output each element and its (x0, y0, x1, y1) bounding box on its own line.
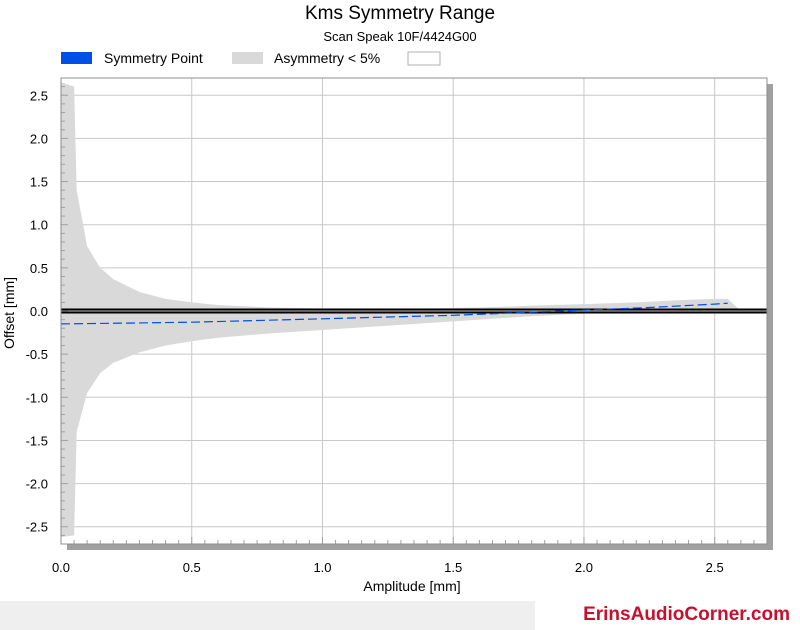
y-tick-label: 2.5 (30, 88, 48, 103)
zero-reference (61, 308, 767, 314)
symmetry-point-line (60, 302, 728, 325)
x-tick-label: 0.0 (52, 560, 70, 575)
x-tick-label: 1.5 (444, 560, 462, 575)
x-tick-label: 2.0 (575, 560, 593, 575)
legend: Symmetry Point Asymmetry < 5% (61, 50, 441, 66)
x-axis-label: Amplitude [mm] (363, 578, 460, 594)
legend-swatch-asymmetry (232, 52, 263, 64)
y-tick-label: -2.5 (26, 520, 48, 535)
y-tick-label: -1.0 (26, 390, 48, 405)
y-axis-ticks: 2.5 2.0 1.5 1.0 0.5 0.0 -0.5 -1.0 -1.5 -2.0 -2.5 (26, 88, 48, 534)
x-tick-label: 1.0 (313, 560, 331, 575)
y-tick-label: 1.5 (30, 175, 48, 190)
y-tick-label: 0.5 (30, 261, 48, 276)
x-axis-ticks: 0.0 0.5 1.0 1.5 2.0 2.5 (52, 560, 724, 575)
y-tick-label: -0.5 (26, 347, 48, 362)
y-tick-label: -2.0 (26, 477, 48, 492)
brand-box (535, 601, 800, 630)
chart-title: Kms Symmetry Range (305, 3, 495, 24)
y-axis-label: Offset [mm] (1, 277, 17, 349)
legend-label-asymmetry: Asymmetry < 5% (274, 50, 380, 66)
legend-swatch-symmetry-point (61, 52, 92, 64)
x-tick-label: 0.5 (183, 560, 201, 575)
symmetry-point-series (60, 302, 728, 325)
symmetry-range-chart: Kms Symmetry Range Scan Speak 10F/4424G0… (1, 3, 773, 594)
chart-subtitle: Scan Speak 10F/4424G00 (323, 29, 476, 44)
x-tick-label: 2.5 (706, 560, 724, 575)
minor-ticks (60, 77, 768, 545)
brand-watermark: ErinsAudioCorner.com (583, 604, 790, 625)
plot-frame (60, 77, 768, 545)
y-tick-label: -1.5 (26, 433, 48, 448)
y-tick-label: 1.0 (30, 218, 48, 233)
y-tick-label: 0.0 (30, 304, 48, 319)
legend-empty-swatch (407, 51, 441, 66)
y-tick-label: 2.0 (30, 131, 48, 146)
legend-label-symmetry-point: Symmetry Point (104, 50, 203, 66)
